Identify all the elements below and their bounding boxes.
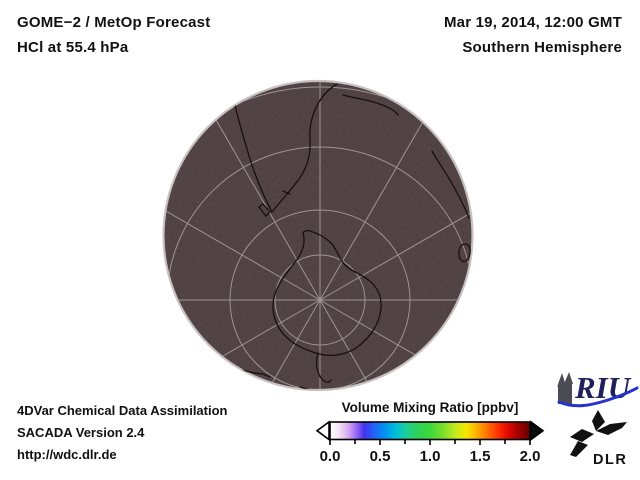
- header-datetime: Mar 19, 2014, 12:00 GMT: [443, 14, 622, 31]
- riu-wordmark: RIU: [574, 371, 632, 405]
- graticule: [164, 81, 472, 390]
- colorbar-title: Volume Mixing Ratio [ppbv]: [341, 400, 519, 415]
- coast-antarctica-tail: [315, 352, 332, 383]
- colorbar-tick-0: 0.0: [319, 448, 341, 465]
- dlr-logo: DLR: [570, 410, 627, 468]
- colorbar: [315, 420, 545, 445]
- colorbar-tick-3: 1.5: [469, 448, 491, 465]
- coast-south-america-east: [271, 83, 338, 213]
- coast-africa: [431, 150, 470, 219]
- riu-logo: RIU: [557, 371, 639, 408]
- colorbar-tick-2: 1.0: [419, 448, 441, 465]
- colorbar-gradient-bar: [329, 421, 531, 441]
- title-line1: GOME−2 / MetOp Forecast: [17, 14, 211, 31]
- coast-madagascar: [458, 243, 471, 263]
- colorbar-ticks: [329, 440, 531, 445]
- footer-assimilation: 4DVar Chemical Data Assimilation: [17, 403, 228, 418]
- colorbar-tick-1: 0.5: [369, 448, 391, 465]
- hemisphere-map: [162, 79, 474, 392]
- coastlines: [232, 83, 471, 390]
- header-region: Southern Hemisphere: [462, 39, 622, 56]
- riu-swoosh-icon: [557, 386, 639, 408]
- colorbar-left-arrow-icon: [315, 420, 330, 442]
- dlr-signet-icon: [570, 410, 627, 457]
- coast-limb-north: [342, 94, 399, 116]
- colorbar-tick-4: 2.0: [519, 448, 541, 465]
- coast-antarctica: [272, 229, 382, 356]
- south-pole-point: [318, 298, 322, 302]
- coast-falklands: [282, 190, 291, 195]
- footer-url: http://wdc.dlr.de: [17, 447, 117, 462]
- cathedral-icon: [557, 372, 573, 404]
- colorbar-right-arrow-icon: [530, 420, 545, 442]
- dlr-wordmark: DLR: [593, 452, 627, 468]
- coast-small-islands: [299, 386, 324, 390]
- footer-version: SACADA Version 2.4: [17, 425, 145, 440]
- swath-texture-dark: [164, 81, 472, 390]
- coast-tierra-del-fuego: [258, 203, 271, 217]
- title-line2: HCl at 55.4 hPa: [17, 39, 129, 56]
- coast-south-america-west: [234, 104, 273, 213]
